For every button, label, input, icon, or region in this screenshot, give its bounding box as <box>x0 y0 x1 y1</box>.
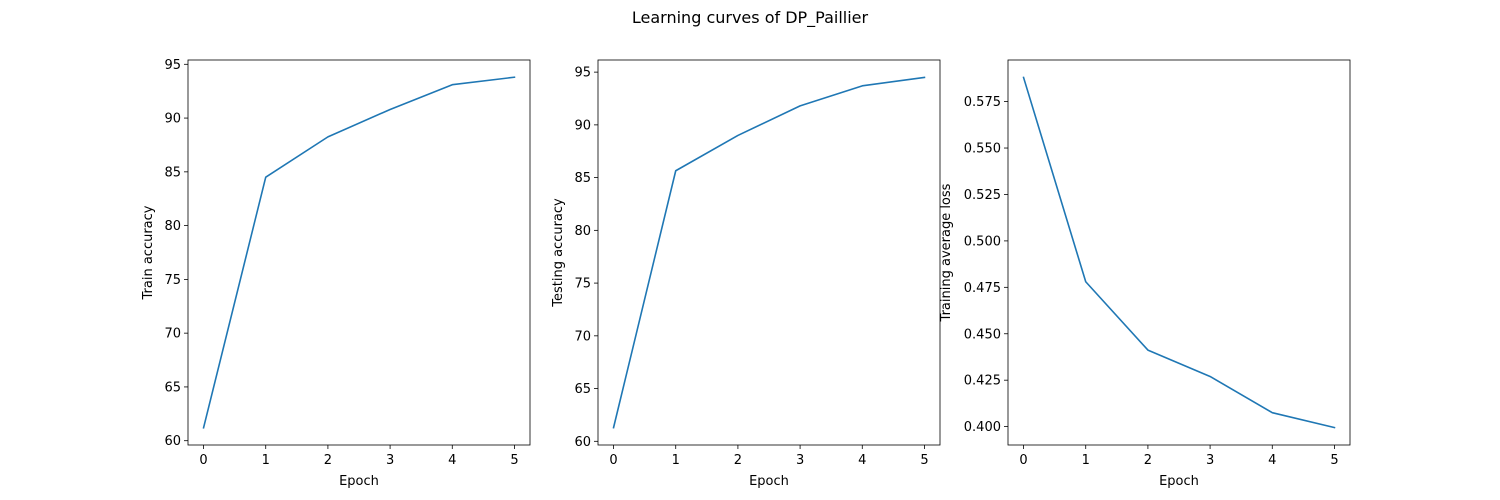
train-accuracy-ytick-label: 65 <box>164 380 181 395</box>
train-accuracy-xtick-label: 0 <box>199 453 207 468</box>
testing-accuracy-xlabel: Epoch <box>749 474 789 489</box>
training-average-loss-ytick-label: 0.550 <box>964 142 1001 157</box>
testing-accuracy-xtick-label: 5 <box>920 453 928 468</box>
train-accuracy-xtick-label: 1 <box>262 453 270 468</box>
train-accuracy-panel: 0 1 2 3 4 5 60 65 70 75 80 85 90 95 Epoch Train accurac… <box>141 58 531 489</box>
testing-accuracy-ytick-label: 60 <box>574 435 591 450</box>
testing-accuracy-xtick-label: 0 <box>609 453 617 468</box>
testing-accuracy-ytick-label: 85 <box>574 171 591 186</box>
figure-title: Learning curves of DP_Paillier <box>632 8 869 28</box>
train-accuracy-axes-frame <box>187 59 531 446</box>
subplots: 0 1 2 3 4 5 60 65 70 75 80 85 90 95 Epoch Train accurac… <box>141 58 1351 489</box>
training-average-loss-panel: 0 1 2 3 4 5 0.400 0.425 0.450 0.475 0.500 0.525 0.55… <box>939 59 1351 489</box>
training-average-loss-ylabel: Training average loss <box>939 183 954 322</box>
testing-accuracy-ytick-label: 80 <box>574 224 591 239</box>
testing-accuracy-ytick-label: 90 <box>574 118 591 133</box>
training-average-loss-xtick-label: 1 <box>1082 453 1090 468</box>
testing-accuracy-axes-frame <box>597 59 941 446</box>
testing-accuracy-panel: 0 1 2 3 4 5 60 65 70 75 80 85 90 95 Epoch Testing accur… <box>551 59 941 489</box>
train-accuracy-xtick-label: 3 <box>386 453 394 468</box>
testing-accuracy-series-line <box>612 76 926 429</box>
training-average-loss-xtick-label: 4 <box>1268 453 1276 468</box>
train-accuracy-xtick-label: 4 <box>448 453 456 468</box>
train-accuracy-ytick-label: 80 <box>164 219 181 234</box>
training-average-loss-xtick-label: 0 <box>1019 453 1027 468</box>
training-average-loss-xlabel: Epoch <box>1159 474 1199 489</box>
train-accuracy-xlabel: Epoch <box>339 474 379 489</box>
training-average-loss-xtick-label: 5 <box>1330 453 1338 468</box>
testing-accuracy-xtick-label: 1 <box>672 453 680 468</box>
testing-accuracy-ytick-label: 70 <box>574 329 591 344</box>
testing-accuracy-ytick-label: 95 <box>574 66 591 81</box>
train-accuracy-ytick-label: 75 <box>164 273 181 288</box>
training-average-loss-ytick-label: 0.400 <box>964 420 1001 435</box>
train-accuracy-series-line <box>202 76 516 429</box>
train-accuracy-ylabel: Train accuracy <box>141 205 156 300</box>
testing-accuracy-xtick-label: 4 <box>858 453 866 468</box>
training-average-loss-ytick-label: 0.525 <box>964 188 1001 203</box>
training-average-loss-ytick-label: 0.450 <box>964 327 1001 342</box>
train-accuracy-ytick-label: 85 <box>164 165 181 180</box>
training-average-loss-ytick-label: 0.425 <box>964 374 1001 389</box>
train-accuracy-ytick-label: 70 <box>164 327 181 342</box>
testing-accuracy-ytick-label: 65 <box>574 382 591 397</box>
train-accuracy-ytick-label: 90 <box>164 112 181 127</box>
training-average-loss-xtick-label: 2 <box>1144 453 1152 468</box>
training-average-loss-series-line <box>1022 76 1336 429</box>
training-average-loss-ytick-label: 0.475 <box>964 281 1001 296</box>
train-accuracy-xtick-label: 5 <box>510 453 518 468</box>
training-average-loss-axes-frame <box>1007 59 1351 446</box>
testing-accuracy-ylabel: Testing accuracy <box>551 198 566 308</box>
train-accuracy-ytick-label: 60 <box>164 434 181 449</box>
training-average-loss-xtick-label: 3 <box>1206 453 1214 468</box>
testing-accuracy-xtick-label: 2 <box>734 453 742 468</box>
train-accuracy-xtick-label: 2 <box>324 453 332 468</box>
training-average-loss-ytick-label: 0.500 <box>964 234 1001 249</box>
testing-accuracy-xtick-label: 3 <box>796 453 804 468</box>
testing-accuracy-ytick-label: 75 <box>574 277 591 292</box>
training-average-loss-ytick-label: 0.575 <box>964 95 1001 110</box>
train-accuracy-ytick-label: 95 <box>164 58 181 73</box>
